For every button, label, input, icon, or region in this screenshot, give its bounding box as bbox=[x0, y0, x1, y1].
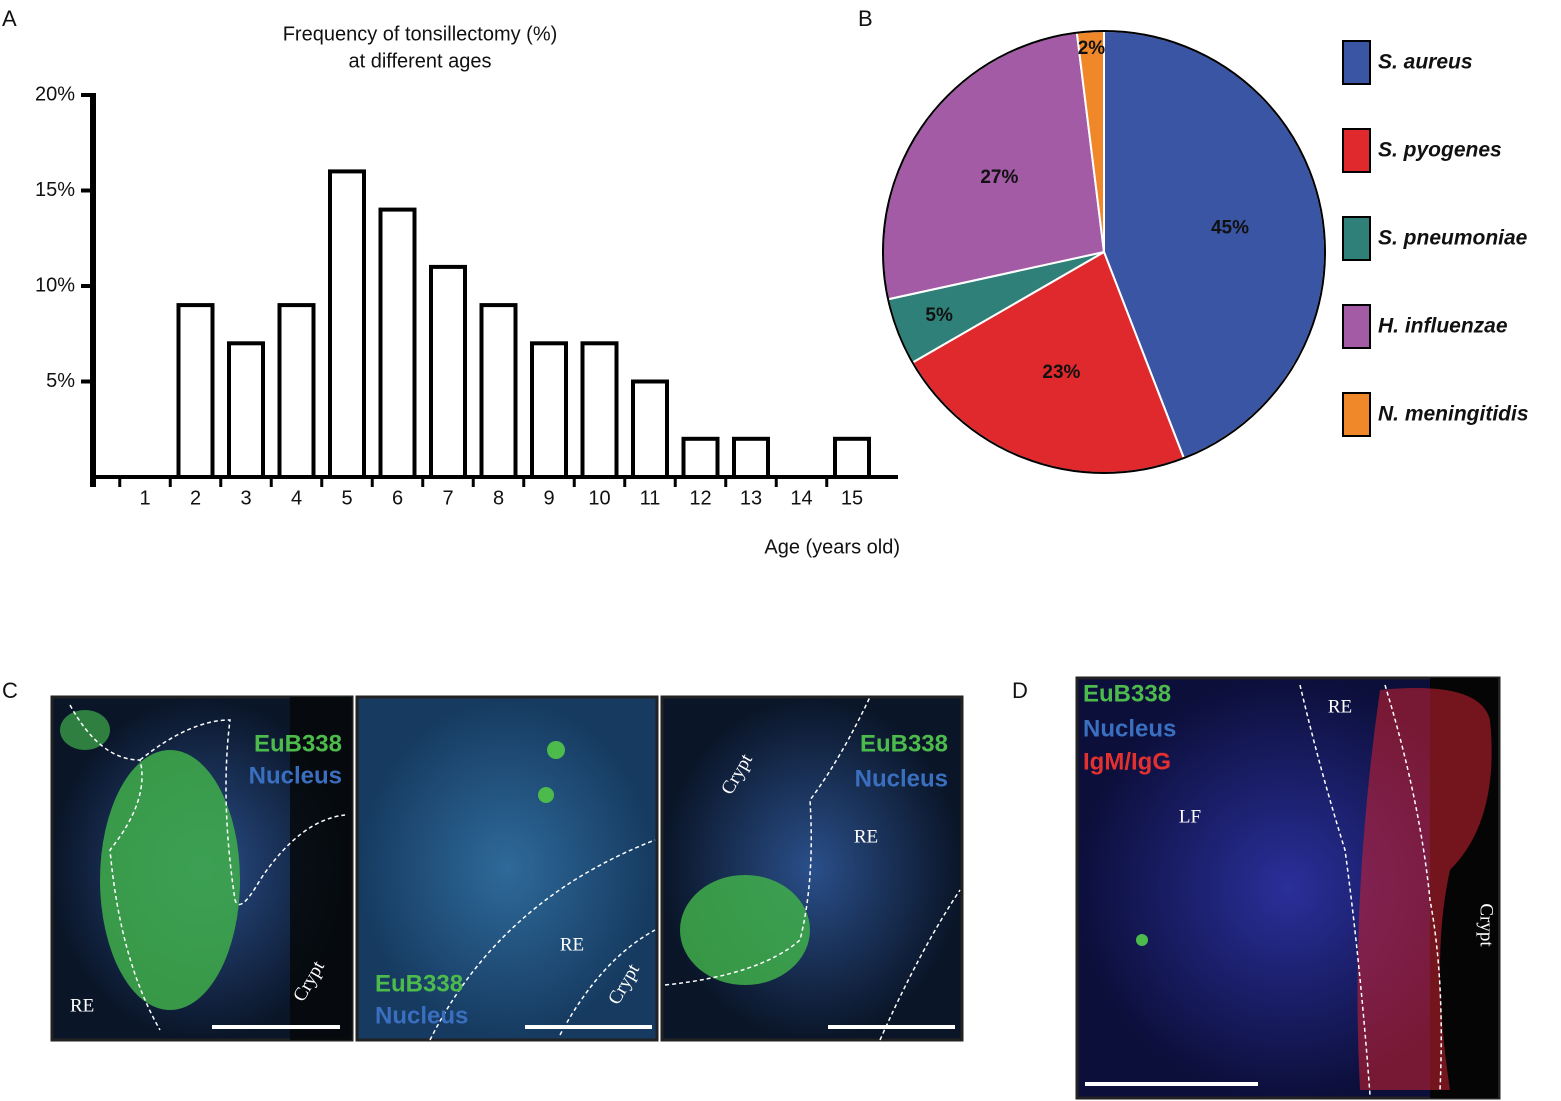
image-label: EuB338 bbox=[254, 730, 342, 757]
image-label: Nucleus bbox=[1083, 715, 1176, 742]
stain bbox=[547, 741, 565, 759]
panel-letter: B bbox=[858, 6, 873, 31]
image-label: LF bbox=[1179, 806, 1201, 827]
stain bbox=[60, 710, 110, 750]
legend-swatch bbox=[1342, 304, 1371, 349]
slice-label: 45% bbox=[1211, 217, 1249, 238]
bar bbox=[328, 169, 366, 479]
pie-chart: 45% S. aureus 23% S. pyogenes 5% S. pneumonia… bbox=[882, 29, 1529, 474]
y-tick-label: 5% bbox=[46, 370, 75, 392]
bar-chart: Frequency of tonsillectomy (%) at differ… bbox=[35, 23, 900, 558]
x-axis-label: Age (years old) bbox=[764, 536, 900, 558]
image-label: Nucleus bbox=[375, 1002, 468, 1029]
stain bbox=[100, 750, 240, 1010]
legend-label: H. influenzae bbox=[1378, 315, 1508, 338]
legend-label: S. pyogenes bbox=[1378, 139, 1502, 162]
bar bbox=[479, 303, 518, 479]
bar bbox=[530, 341, 568, 479]
legend-label: N. meningitidis bbox=[1378, 403, 1529, 426]
x-tick-label: 1 bbox=[139, 487, 150, 509]
bar bbox=[580, 341, 619, 479]
bar bbox=[429, 264, 467, 479]
legend-label: S. pneumoniae bbox=[1378, 227, 1528, 250]
micrograph: EuB338 Nucleus RE Crypt bbox=[355, 695, 659, 1042]
image-frame bbox=[660, 695, 964, 1042]
image-label: Nucleus bbox=[855, 765, 948, 792]
bar bbox=[631, 379, 669, 479]
x-tick-label: 9 bbox=[543, 487, 554, 509]
slice-label: 5% bbox=[925, 305, 953, 326]
x-tick-label: 11 bbox=[640, 487, 661, 509]
image-label: RE bbox=[70, 995, 94, 1016]
image-label: Nucleus bbox=[249, 762, 342, 789]
crypt bbox=[290, 697, 352, 1040]
y-tick-label: 10% bbox=[35, 274, 75, 296]
x-tick-label: 2 bbox=[190, 487, 201, 509]
x-tick-label: 7 bbox=[442, 487, 453, 509]
x-tick-label: 15 bbox=[841, 487, 863, 509]
legend-swatch bbox=[1342, 392, 1371, 437]
image-label: EuB338 bbox=[860, 730, 948, 757]
legend-label: S. aureus bbox=[1378, 51, 1473, 74]
image-label: EuB338 bbox=[375, 970, 463, 997]
boundary bbox=[429, 839, 656, 1041]
boundary bbox=[1299, 684, 1442, 1096]
stain bbox=[1357, 688, 1492, 1090]
pie-outline bbox=[882, 30, 1326, 474]
chart-title: Frequency of tonsillectomy (%) bbox=[283, 23, 558, 45]
micrograph: EuB338 Nucleus IgM/IgG RE LF Crypt bbox=[1075, 676, 1501, 1100]
image-label: RE bbox=[854, 826, 878, 847]
stain bbox=[538, 787, 554, 803]
slice-label: 23% bbox=[1042, 362, 1080, 383]
y-tick-label: 20% bbox=[35, 83, 75, 105]
x-tick-label: 6 bbox=[392, 487, 403, 509]
x-tick-label: 3 bbox=[240, 487, 251, 509]
image-label: RE bbox=[560, 934, 584, 955]
slice-label: 27% bbox=[980, 167, 1018, 188]
bar bbox=[681, 436, 720, 479]
image-label: Crypt bbox=[1476, 903, 1497, 947]
micrograph: EuB338 Nucleus RE Crypt bbox=[50, 695, 354, 1042]
bar bbox=[176, 303, 215, 479]
chart-subtitle: at different ages bbox=[348, 50, 491, 72]
boundary bbox=[69, 704, 346, 1031]
boundary bbox=[664, 696, 961, 1041]
bar bbox=[833, 436, 871, 479]
x-tick-label: 5 bbox=[341, 487, 352, 509]
y-tick-label: 15% bbox=[35, 179, 75, 201]
bar bbox=[277, 303, 316, 479]
x-tick-label: 4 bbox=[291, 487, 302, 509]
bar bbox=[378, 207, 417, 479]
image-label: EuB338 bbox=[1083, 680, 1171, 707]
x-tick-label: 8 bbox=[493, 487, 504, 509]
x-tick-label: 14 bbox=[790, 487, 812, 509]
x-tick-label: 13 bbox=[740, 487, 762, 509]
legend-swatch bbox=[1342, 216, 1371, 261]
panel-letter: A bbox=[2, 6, 17, 31]
bar bbox=[227, 341, 265, 479]
panel-letter: C bbox=[2, 678, 18, 703]
image-label: RE bbox=[1328, 696, 1352, 717]
stain bbox=[1136, 934, 1148, 946]
x-tick-label: 10 bbox=[588, 487, 610, 509]
image-label: IgM/IgG bbox=[1083, 748, 1171, 775]
micrograph: EuB338 Nucleus Crypt RE bbox=[660, 695, 964, 1042]
legend-swatch bbox=[1342, 40, 1371, 85]
slice-label: 2% bbox=[1078, 38, 1106, 59]
legend-swatch bbox=[1342, 128, 1371, 173]
bar bbox=[732, 436, 770, 479]
image-frame bbox=[355, 695, 659, 1042]
stain bbox=[680, 875, 810, 985]
x-tick-label: 12 bbox=[689, 487, 711, 509]
panel-letter: D bbox=[1012, 678, 1028, 703]
